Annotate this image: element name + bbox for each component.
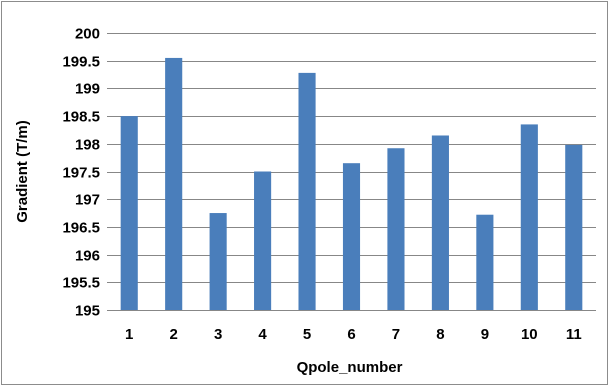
bars bbox=[120, 57, 583, 311]
x-axis-title: Qpole_number bbox=[297, 359, 403, 376]
y-tick-label: 198.5 bbox=[62, 109, 100, 126]
x-tick-label: 5 bbox=[303, 326, 311, 343]
bar-9 bbox=[476, 214, 494, 310]
y-tick-label: 199 bbox=[75, 81, 100, 98]
y-tick-label: 196.5 bbox=[62, 220, 100, 237]
bar-6 bbox=[342, 163, 361, 310]
x-tick-label: 11 bbox=[566, 326, 582, 343]
bar-8 bbox=[431, 135, 449, 310]
y-tick-label: 197.5 bbox=[62, 165, 100, 182]
x-tick-label: 1 bbox=[125, 326, 133, 343]
x-tick-label: 10 bbox=[521, 326, 538, 343]
bar-3 bbox=[209, 213, 227, 310]
x-tick-label: 7 bbox=[392, 326, 400, 343]
y-tick-label: 196 bbox=[75, 248, 100, 265]
y-tick-label: 199.5 bbox=[62, 54, 100, 71]
x-tick-labels: 1 2 3 4 5 6 7 8 9 10 11 bbox=[125, 326, 582, 343]
bar-5 bbox=[298, 72, 316, 310]
y-axis-title: Gradient (T/m) bbox=[14, 120, 31, 223]
x-tick-label: 2 bbox=[170, 326, 178, 343]
x-tick-label: 3 bbox=[214, 326, 222, 343]
bar-1 bbox=[120, 116, 138, 310]
x-tick-label: 4 bbox=[258, 326, 267, 343]
bar-2 bbox=[165, 57, 183, 311]
y-tick-label: 200 bbox=[75, 26, 100, 43]
y-tick-label: 197 bbox=[75, 192, 100, 209]
bar-11 bbox=[565, 144, 583, 310]
y-tick-label: 198 bbox=[75, 137, 100, 154]
x-tick-label: 6 bbox=[347, 326, 355, 343]
bar-4 bbox=[254, 171, 272, 310]
y-tick-label: 195 bbox=[75, 303, 100, 320]
y-tick-label: 195.5 bbox=[62, 275, 100, 292]
grid-lines bbox=[107, 33, 596, 283]
x-tick-label: 9 bbox=[481, 326, 489, 343]
bar-7 bbox=[387, 148, 405, 310]
bar-10 bbox=[520, 124, 538, 310]
y-tick-labels: 195 195.5 196 196.5 197 197.5 198 198.5 199 199.5… bbox=[62, 26, 100, 320]
x-tick-label: 8 bbox=[436, 326, 444, 343]
